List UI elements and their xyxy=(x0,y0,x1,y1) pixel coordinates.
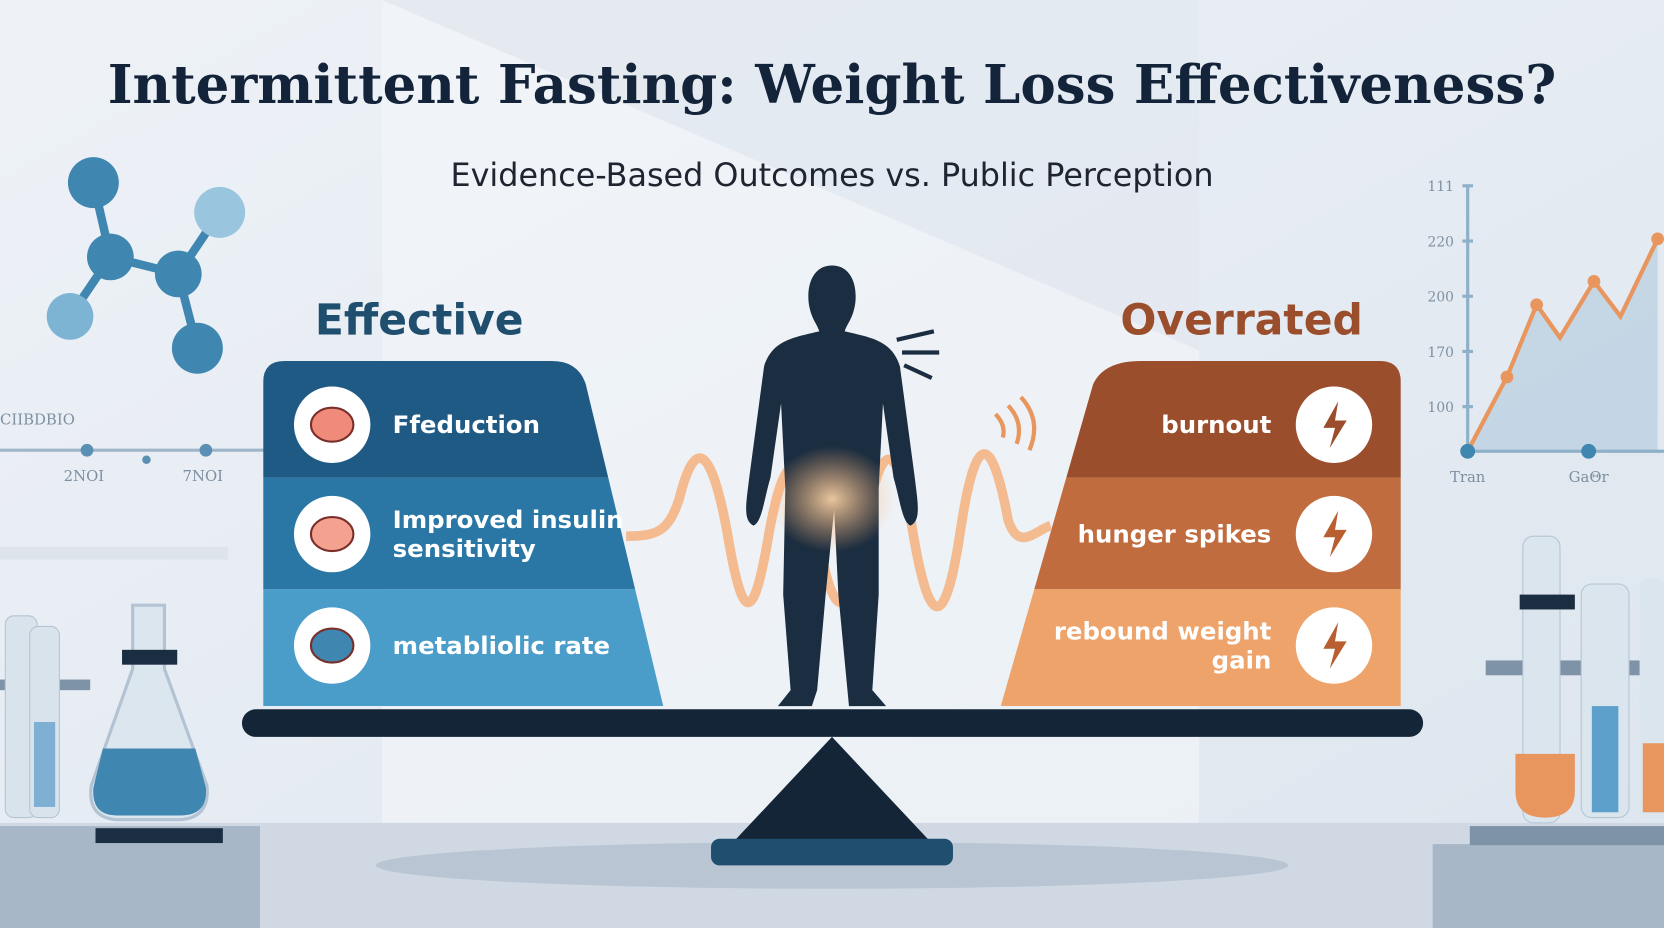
left-heading: Effective xyxy=(315,296,524,345)
fulcrum-base xyxy=(711,838,953,866)
bg-label: 220 xyxy=(1428,234,1454,250)
icon xyxy=(309,627,355,664)
item-label: burnout xyxy=(1161,410,1271,439)
icon xyxy=(1323,510,1347,558)
item-label: Ffeduction xyxy=(393,410,540,439)
subtitle: Evidence-Based Outcomes vs. Public Perce… xyxy=(450,156,1213,194)
icon xyxy=(309,516,355,553)
fulcrum xyxy=(734,736,930,841)
bg-label: 2NOI xyxy=(64,467,105,485)
molecule xyxy=(46,157,246,374)
item-label: Improved insulin xyxy=(393,505,624,534)
motion-lines xyxy=(896,329,940,380)
item-label: metabliolic rate xyxy=(393,631,610,660)
icon xyxy=(1323,401,1347,449)
icon xyxy=(1323,622,1347,669)
bg-label: GaΘr xyxy=(1569,468,1610,486)
bg-label: 111 xyxy=(1428,179,1454,195)
icon xyxy=(309,406,355,443)
item-label: gain xyxy=(1212,645,1272,674)
left-bg-chart: CIIBDBIO 2NOI 7NOI xyxy=(0,411,266,560)
bg-label: 100 xyxy=(1428,400,1454,416)
motion-lines xyxy=(993,395,1037,452)
floor-shadow xyxy=(375,841,1289,889)
bg-label: 7NOI xyxy=(183,467,224,485)
bg-label: Tran xyxy=(1450,468,1486,486)
bg-label: 200 xyxy=(1428,290,1454,306)
glow xyxy=(768,445,896,553)
scale-beam xyxy=(241,709,1424,737)
item-label: hunger spikes xyxy=(1078,520,1272,549)
title: Intermittent Fasting: Weight Loss Effect… xyxy=(108,53,1557,116)
lab-glassware xyxy=(0,535,1664,928)
item-label: sensitivity xyxy=(393,534,536,563)
right-bg-chart: 111 220 200 170 100 Tran GaΘr xyxy=(1428,179,1664,486)
item-label: rebound weight xyxy=(1054,617,1272,646)
bg-label: CIIBDBIO xyxy=(0,411,75,429)
bg-label: 170 xyxy=(1428,345,1454,361)
right-heading: Overrated xyxy=(1120,296,1362,345)
shadow xyxy=(382,0,1200,351)
